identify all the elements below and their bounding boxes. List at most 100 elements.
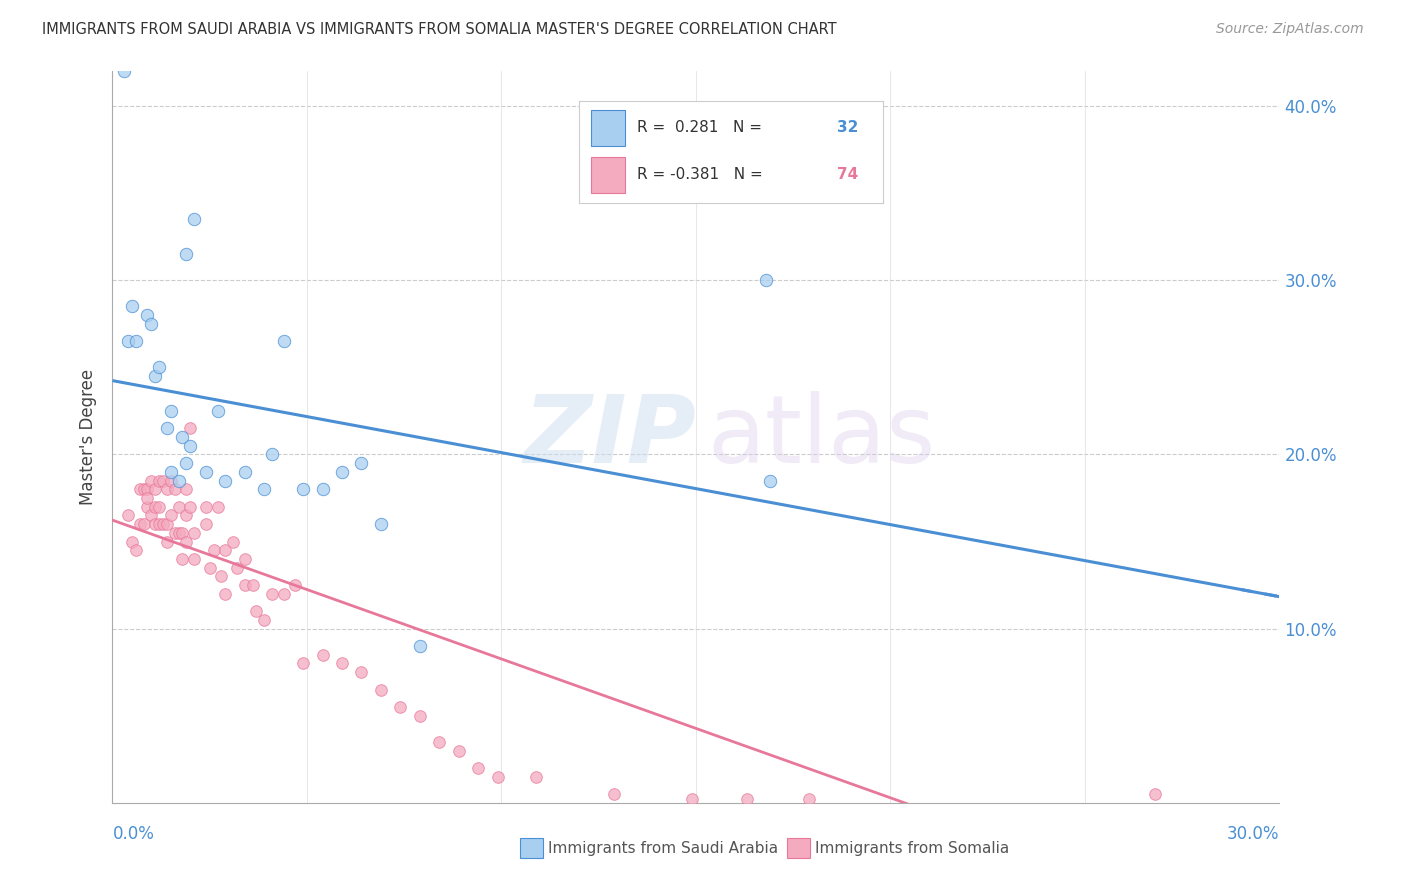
Point (755, 273, 778, 287)
Point (350, 665, 373, 680)
Point (125, 334, 148, 349)
Text: Immigrants from Somalia: Immigrants from Somalia (815, 841, 1010, 855)
Point (176, 483, 198, 497)
Point (209, 569, 232, 583)
Point (156, 421, 179, 435)
Point (117, 334, 139, 349)
Point (132, 483, 155, 497)
Point (121, 534, 143, 549)
Point (163, 525, 186, 540)
Point (447, 743, 470, 757)
Point (603, 787, 626, 801)
Point (207, 500, 229, 514)
Point (172, 552, 194, 566)
Point (167, 500, 190, 514)
Point (370, 517, 392, 532)
Point (1143, 787, 1166, 801)
Point (128, 517, 150, 532)
Point (183, 212, 205, 227)
Point (409, 708, 432, 723)
Point (136, 308, 159, 322)
Point (260, 448, 283, 462)
Point (148, 360, 170, 375)
Point (207, 404, 229, 418)
Point (160, 404, 183, 418)
Y-axis label: Master's Degree: Master's Degree (79, 369, 97, 505)
Point (194, 465, 217, 479)
Point (409, 639, 432, 653)
Point (176, 456, 198, 470)
Point (117, 508, 139, 523)
Point (245, 604, 267, 618)
Point (160, 465, 183, 479)
Point (226, 560, 249, 574)
Text: Source: ZipAtlas.com: Source: ZipAtlas.com (1216, 22, 1364, 37)
Point (152, 517, 174, 532)
Text: ZIP: ZIP (523, 391, 696, 483)
Point (156, 483, 179, 497)
Point (179, 439, 201, 453)
Point (330, 465, 353, 479)
Point (125, 543, 148, 558)
Point (176, 534, 198, 549)
Point (273, 587, 295, 601)
Point (427, 735, 450, 749)
Point (242, 578, 264, 592)
Point (121, 300, 143, 314)
Point (143, 483, 166, 497)
Point (311, 483, 333, 497)
Point (222, 534, 245, 549)
Point (136, 491, 159, 505)
Point (132, 517, 155, 532)
Point (330, 657, 353, 671)
Point (292, 483, 315, 497)
Point (148, 517, 170, 532)
Point (136, 500, 159, 514)
Point (141, 317, 163, 331)
Point (759, 474, 782, 488)
Point (156, 534, 179, 549)
Point (233, 578, 256, 592)
Point (143, 500, 166, 514)
Point (183, 552, 205, 566)
Point (163, 483, 186, 497)
Point (486, 770, 509, 784)
Point (467, 761, 489, 775)
Point (152, 474, 174, 488)
Point (253, 483, 276, 497)
Text: 30.0%: 30.0% (1227, 825, 1279, 843)
Point (112, 64, 135, 78)
Point (311, 648, 333, 662)
Point (143, 517, 166, 532)
Point (797, 792, 820, 806)
Point (172, 525, 194, 540)
Point (148, 474, 170, 488)
Point (136, 483, 159, 497)
Point (183, 525, 205, 540)
Point (179, 421, 201, 435)
Point (160, 508, 183, 523)
Point (198, 560, 221, 574)
Point (128, 483, 150, 497)
Point (292, 657, 315, 671)
Point (194, 500, 217, 514)
Point (526, 770, 548, 784)
Point (141, 508, 163, 523)
Point (156, 517, 179, 532)
Point (214, 543, 236, 558)
Text: 0.0%: 0.0% (112, 825, 155, 843)
Point (350, 456, 373, 470)
Point (194, 517, 217, 532)
Point (167, 474, 190, 488)
Point (214, 587, 236, 601)
Point (735, 792, 758, 806)
Text: atlas: atlas (707, 391, 936, 483)
Point (176, 247, 198, 261)
Point (214, 474, 236, 488)
Point (179, 500, 201, 514)
Point (253, 613, 276, 627)
Point (167, 525, 190, 540)
Point (284, 578, 307, 592)
Point (370, 682, 392, 697)
Point (389, 700, 412, 714)
